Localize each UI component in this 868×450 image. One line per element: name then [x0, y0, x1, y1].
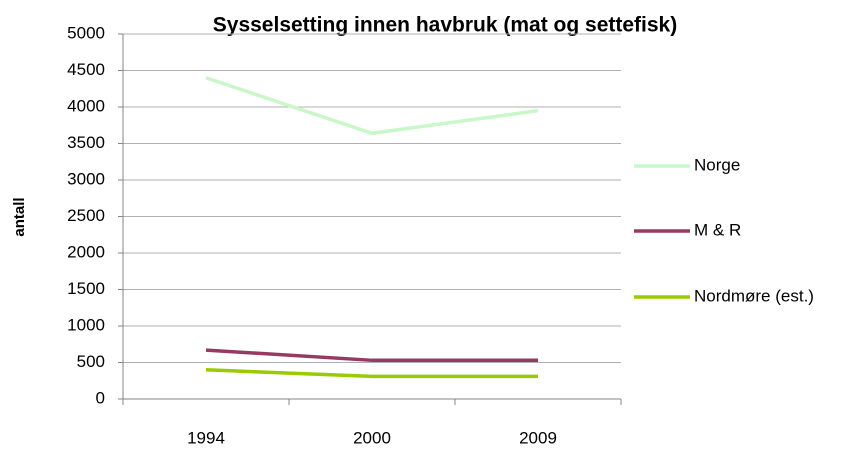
series-line [205, 76, 539, 136]
x-tick-label: 1994 [187, 428, 225, 447]
x-tick-label: 2009 [519, 428, 557, 447]
y-tick-label: 1000 [67, 315, 105, 334]
y-tick-label: 4000 [67, 96, 105, 115]
chart-title: Sysselsetting innen havbruk (mat og sett… [213, 14, 677, 37]
series-line [205, 348, 538, 363]
y-tick-label: 3000 [67, 169, 105, 188]
y-tick-label: 1500 [67, 279, 105, 298]
x-tick-label: 2000 [353, 428, 391, 447]
y-tick-label: 2500 [67, 206, 105, 225]
legend-label: Nordmøre (est.) [694, 286, 814, 305]
y-tick-label: 3500 [67, 133, 105, 152]
legend-label: M & R [694, 220, 741, 239]
y-tick-label: 5000 [67, 23, 105, 42]
y-tick-label: 4500 [67, 60, 105, 79]
legend-label: Norge [694, 155, 740, 174]
series-line [205, 368, 538, 379]
y-tick-label: 2000 [67, 242, 105, 261]
y-tick-label: 0 [96, 388, 105, 407]
y-axis-label: antall [11, 197, 28, 236]
y-tick-label: 500 [77, 352, 105, 371]
